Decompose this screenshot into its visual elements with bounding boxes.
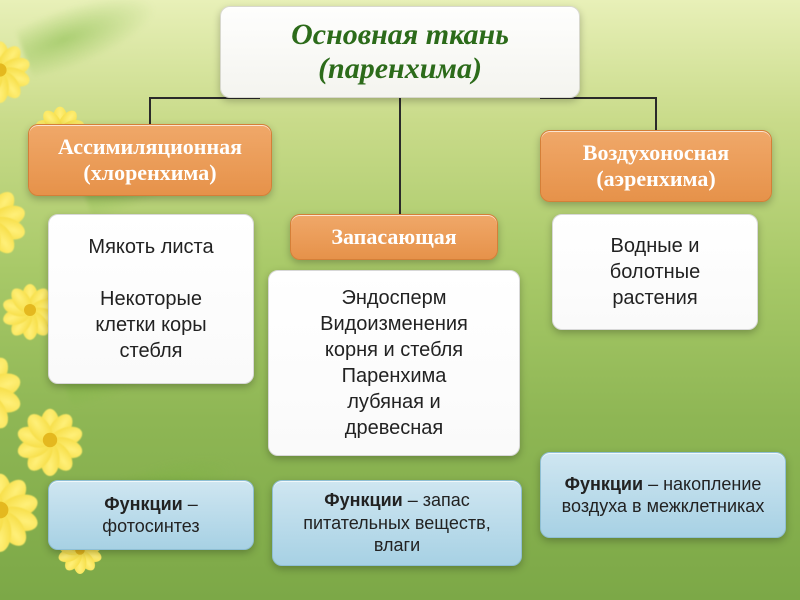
detail-line: Некоторые [100,286,202,312]
detail-line: Мякоть листа [88,234,213,260]
root-node: Основная ткань (паренхима) [220,6,580,98]
flower-decoration [0,181,29,259]
function-f1: Функции – фотосинтез [48,480,254,550]
detail-line [148,260,154,286]
detail-d3: Водные иболотныерастения [552,214,758,330]
detail-d2: ЭндоспермВидоизменениякорня и стебляПаре… [268,270,520,456]
detail-line: клетки коры [95,312,206,338]
detail-line: лубяная и [347,389,440,415]
detail-line: древесная [345,415,443,441]
function-label: Функции [565,474,643,494]
function-f2: Функции – запас питательных веществ, вла… [272,480,522,566]
detail-line: Паренхима [342,363,447,389]
category-label: Воздухоносная [583,140,729,166]
root-title-line1: Основная ткань [291,18,509,52]
category-sublabel: (хлоренхима) [83,160,216,186]
detail-d1: Мякоть листа Некоторыеклетки корыстебля [48,214,254,384]
detail-line: Эндосперм [341,285,446,311]
category-assim: Ассимиляционная(хлоренхима) [28,124,272,196]
function-label: Функции [104,494,182,514]
root-title-line2: (паренхима) [318,52,482,86]
detail-line: корня и стебля [325,337,463,363]
function-f3: Функции – накопление воздуха в межклетни… [540,452,786,538]
flower-decoration [14,404,86,476]
leaf-decoration [14,0,166,82]
flower-decoration [0,37,33,103]
detail-line: Видоизменения [320,311,468,337]
function-content: Функции – фотосинтез [61,493,241,538]
category-label: Ассимиляционная [58,134,242,160]
flower-decoration [0,345,25,435]
function-content: Функции – запас питательных веществ, вла… [285,489,509,557]
category-label: Запасающая [331,224,456,250]
flower-decoration [0,468,42,552]
category-sublabel: (аэренхима) [596,166,715,192]
detail-line: растения [612,285,697,311]
detail-line: болотные [610,259,700,285]
detail-line: Водные и [611,233,700,259]
function-content: Функции – накопление воздуха в межклетни… [553,473,773,518]
function-label: Функции [324,490,402,510]
category-store: Запасающая [290,214,498,260]
category-air: Воздухоносная(аэренхима) [540,130,772,202]
detail-line: стебля [120,338,183,364]
